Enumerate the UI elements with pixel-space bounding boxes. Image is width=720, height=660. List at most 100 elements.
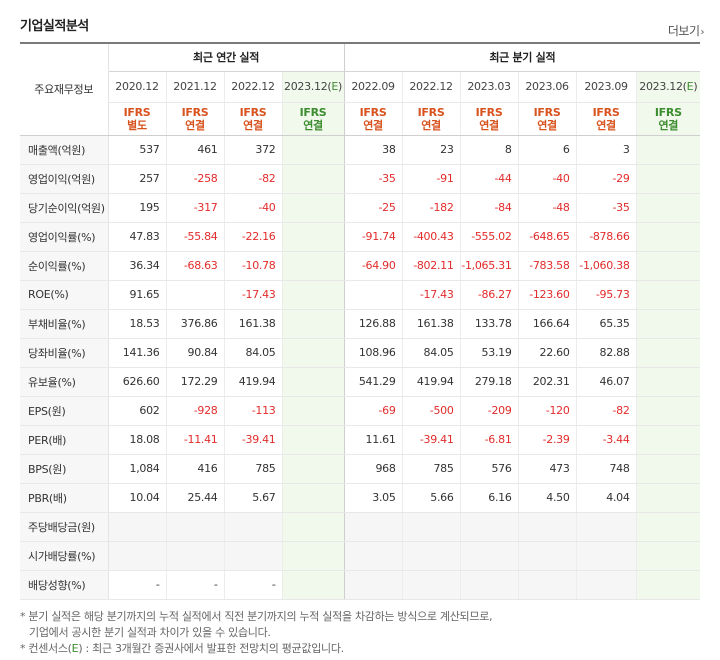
quarter-value-cell: -48 [517,193,577,223]
quarter-period-2: 2023.03 [459,71,519,103]
quarter-period-0: 2022.09 [343,71,403,103]
row-label: EPS(원) [20,395,109,426]
quarter-value-cell: 6 [517,135,577,165]
quarter-value-cell: 419.94 [401,367,461,397]
annual-value-cell: -113 [223,395,282,426]
quarter-value-cell: -84 [459,193,519,223]
quarter-value-cell [635,164,701,194]
annual-value-cell: 372 [223,135,282,165]
more-link[interactable]: 더보기› [668,22,705,39]
quarter-standard-4: IFRS 연결 [575,102,637,136]
annual-value-cell: -22.16 [223,221,282,252]
annual-value-cell [281,221,345,252]
quarter-value-cell: 23 [401,135,461,165]
annual-value-cell: 141.36 [107,338,166,368]
quarter-value-cell: -64.90 [343,251,403,281]
quarter-value-cell [635,367,701,397]
quarter-value-cell: -29 [575,164,637,194]
quarter-standard-1: IFRS 연결 [401,102,461,136]
standard-label: IFRS [123,105,151,119]
quarter-value-cell: 4.04 [575,483,637,513]
footnote-1-cont: 기업에서 공시한 분기 실적과 차이가 있을 수 있습니다. [29,626,271,639]
quarter-value-cell: 133.78 [459,308,519,339]
consolidation-label: 연결 [537,118,557,132]
footnote-2: * 컨센서스(E) : 최근 3개월간 증권사에서 발표한 전망치의 평균값입니… [20,641,492,657]
quarter-value-cell [401,511,461,542]
quarter-value-cell [635,511,701,542]
consolidation-label: 연결 [243,118,263,132]
quarter-value-cell [517,541,577,571]
quarter-value-cell [459,541,519,571]
annual-value-cell: - [165,570,224,600]
annual-value-cell [281,541,345,571]
quarter-value-cell [635,308,701,339]
quarter-value-cell [575,511,637,542]
estimate-mark: E [331,80,339,93]
row-label: 유보율(%) [20,367,109,397]
quarter-value-cell: -40 [517,164,577,194]
quarter-standard-0: IFRS 연결 [343,102,403,136]
quarter-value-cell: 38 [343,135,403,165]
footnote-2-post: ) : 최근 3개월간 증권사에서 발표한 전망치의 평균값입니다. [78,642,344,655]
annual-period-0: 2020.12 [108,71,166,103]
table-row: 부채비율(%) 18.53 376.86 161.38 126.88 161.38 133.… [20,308,701,339]
quarter-value-cell: -1,065.31 [459,251,519,281]
quarter-value-cell: -95.73 [575,280,637,310]
quarter-value-cell: 11.61 [343,425,403,455]
annual-standard-1: IFRS 연결 [165,102,224,136]
period-label: 2023.12 [284,80,328,93]
row-label: PBR(배) [20,483,109,513]
annual-value-cell [107,511,166,542]
annual-value-cell [165,511,224,542]
quarter-header: 최근 분기 실적 [343,42,701,72]
table-row: 매출액(억원) 537 461 372 38 23 8 6 3 [20,135,701,165]
annual-period-1: 2021.12 [165,71,224,103]
annual-header: 최근 연간 실적 [108,42,345,72]
quarter-value-cell: -120 [517,395,577,426]
annual-value-cell: 1,084 [107,454,166,484]
annual-value-cell: -17.43 [223,280,282,310]
quarter-value-cell [635,425,701,455]
row-label: 영업이익률(%) [20,221,109,252]
annual-value-cell: 172.29 [165,367,224,397]
annual-value-cell [281,511,345,542]
annual-value-cell: 376.86 [165,308,224,339]
quarter-value-cell: -802.11 [401,251,461,281]
quarter-value-cell: 968 [343,454,403,484]
table-row: 배당성향(%) - - - [20,570,701,600]
quarter-value-cell: 108.96 [343,338,403,368]
annual-value-cell [281,570,345,600]
quarter-value-cell [343,280,403,310]
quarter-standard-5: IFRS 연결 [635,102,701,136]
footnote-2-pre: * 컨센서스( [20,642,72,655]
quarter-value-cell [635,221,701,252]
quarter-value-cell: 8 [459,135,519,165]
table-row: 순이익률(%) 36.34 -68.63 -10.78 -64.90 -802.11 -1,… [20,251,701,281]
quarter-value-cell: 126.88 [343,308,403,339]
quarter-period-3: 2023.06 [517,71,577,103]
annual-value-cell [281,483,345,513]
quarter-value-cell: 6.16 [459,483,519,513]
standard-label: IFRS [654,105,682,119]
annual-value-cell [281,454,345,484]
quarter-value-cell: -500 [401,395,461,426]
quarter-value-cell [635,338,701,368]
quarter-value-cell [401,541,461,571]
quarter-value-cell [401,570,461,600]
standard-label: IFRS [359,105,387,119]
annual-value-cell: -10.78 [223,251,282,281]
annual-value-cell [223,511,282,542]
quarter-value-cell: 5.66 [401,483,461,513]
quarter-value-cell: 748 [575,454,637,484]
quarter-value-cell [517,570,577,600]
annual-value-cell [165,541,224,571]
table-row: PER(배) 18.08 -11.41 -39.41 11.61 -39.41 -6.81-… [20,425,701,455]
quarter-value-cell: -648.65 [517,221,577,252]
quarter-value-cell: -25 [343,193,403,223]
quarter-value-cell: 53.19 [459,338,519,368]
consolidation-label: 연결 [363,118,383,132]
quarter-standard-3: IFRS 연결 [517,102,577,136]
quarter-value-cell: 161.38 [401,308,461,339]
quarter-value-cell [635,570,701,600]
row-label: 배당성향(%) [20,570,109,600]
